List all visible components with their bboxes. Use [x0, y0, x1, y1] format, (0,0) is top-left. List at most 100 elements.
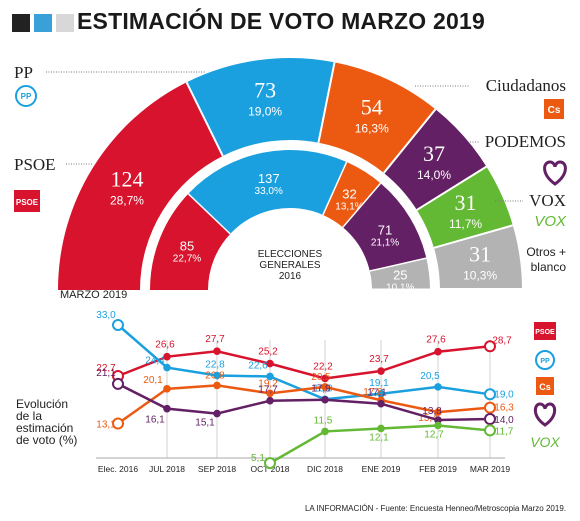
psoe-logo-text: PSOE: [16, 198, 39, 207]
series-line-psoe: [117, 345, 491, 380]
data-label-psoe-7: 28,7: [492, 335, 512, 346]
cs-logo-text: Cs: [548, 105, 561, 116]
point-vox-6: [434, 421, 442, 430]
data-label-ciudadanos-1: 20,1: [143, 375, 163, 386]
data-label-psoe-2: 27,7: [205, 334, 225, 345]
line-chart-title-1: de la: [16, 409, 42, 423]
data-label-podemos-0: 21,1: [96, 368, 116, 379]
line-chart-title-2: estimación: [16, 421, 73, 435]
legend-otros-2: blanco: [531, 260, 567, 274]
inner-segment-otros-blanco: [369, 258, 430, 290]
series-line-podemos: [117, 382, 491, 422]
data-label-podemos-4: 17,9: [311, 384, 331, 395]
point-ciudadanos-4: [321, 383, 329, 391]
point-ciudadanos-1: [163, 385, 171, 393]
outer-ring-label: MARZO 2019: [60, 289, 127, 301]
data-label-pp-0: 33,0: [96, 310, 116, 321]
point-podemos-0: [112, 377, 124, 390]
inner-segment-ciudadanos: [323, 162, 382, 228]
data-label-podemos-6: 13,8: [422, 406, 442, 417]
point-psoe-1: [163, 352, 171, 361]
line-chart-title-0: Evolución: [16, 397, 68, 411]
point-podemos-4: [321, 395, 329, 404]
point-pp-6: [434, 383, 442, 391]
inner-segment-psoe: [150, 193, 231, 290]
outer-ring: 124 28,7% 73 19,0% 54 16,3% 37 14,0% 31 11,7% 31 10…: [58, 58, 522, 301]
outer-pct-psoe: 28,7%: [110, 194, 144, 208]
legend-psoe: PSOE: [14, 155, 56, 174]
line-pp-logo-icon: [535, 350, 555, 370]
data-label-pp-6: 20,5: [420, 371, 440, 382]
line-chart: Elec. 2016 JUL 2018 SEP 2018 OCT 2018 DIC 20…: [16, 310, 560, 474]
data-label-podemos-5: 17,1: [367, 388, 387, 399]
point-ciudadanos-6: [434, 408, 442, 416]
outer-pct-ciudadanos: 16,3%: [355, 121, 389, 135]
header-square-grey: [56, 14, 74, 32]
point-podemos-1: [163, 404, 171, 413]
point-psoe-6: [434, 347, 442, 356]
inner-segment-podemos: [343, 183, 427, 272]
outer-seats-podemos: 37: [423, 141, 445, 166]
data-label-ciudadanos-7: 16,3: [494, 403, 514, 414]
point-podemos-2: [213, 409, 221, 418]
point-pp-2: [213, 371, 221, 380]
outer-pct-podemos: 14,0%: [417, 168, 451, 182]
data-label-psoe-5: 23,7: [369, 354, 389, 365]
point-podemos-3: [266, 396, 274, 405]
point-podemos-7: [484, 413, 496, 426]
line-pp-logo-text: PP: [540, 358, 550, 365]
legend-podemos: PODEMOS: [485, 132, 566, 151]
line-cs-logo-icon: [536, 377, 554, 395]
point-ciudadanos-2: [213, 381, 221, 390]
point-psoe-5: [377, 367, 385, 375]
x-tick-label-2: SEP 2018: [198, 464, 236, 474]
outer-segment-pp: [187, 58, 336, 156]
header-square-dark: [12, 14, 30, 32]
outer-segment-vox: [417, 167, 514, 249]
line-vox-logo-text: VOX: [530, 434, 560, 450]
outer-segment-podemos: [384, 109, 487, 211]
data-label-ciudadanos-0: 13,1: [96, 420, 116, 431]
point-pp-3: [266, 372, 274, 381]
data-label-pp-7: 19,0: [494, 389, 514, 400]
point-psoe-3: [266, 359, 274, 368]
data-label-psoe-4: 22,2: [313, 361, 333, 372]
inner-pct-pp: 33,0%: [255, 186, 283, 197]
legend-otros-1: Otros +: [526, 245, 566, 259]
outer-segment-psoe: [58, 81, 224, 290]
page-title: ESTIMACIÓN DE VOTO MARZO 2019: [77, 8, 485, 34]
cs-logo-icon: [544, 99, 564, 119]
inner-seats-pp: 137: [258, 171, 280, 186]
outer-pct-pp: 19,0%: [248, 105, 282, 119]
point-vox-5: [377, 424, 385, 433]
vox-logo-text: VOX: [534, 213, 567, 230]
legend-pp: PP: [14, 63, 33, 82]
data-label-vox-4: 11,5: [314, 415, 333, 426]
point-psoe-4: [321, 374, 329, 383]
inner-pct-ciudadanos: 13,1%: [335, 201, 363, 212]
line-psoe-logo-icon: [534, 322, 556, 340]
legend-ciudadanos: Ciudadanos: [486, 76, 566, 95]
data-label-psoe-0: 22,7: [96, 363, 116, 374]
data-label-psoe-6: 27,6: [426, 335, 446, 346]
x-tick-label-0: Elec. 2016: [98, 464, 138, 474]
point-psoe-2: [213, 347, 221, 356]
pp-logo-icon: [15, 85, 37, 107]
data-label-ciudadanos-2: 20,8: [205, 370, 225, 381]
x-tick-label-1: JUL 2018: [149, 464, 185, 474]
data-label-podemos-1: 16,1: [145, 415, 165, 426]
inner-center-label-2: 2016: [279, 271, 302, 282]
point-pp-5: [377, 390, 385, 398]
series-line-pp: [117, 324, 491, 401]
point-vox-7: [484, 424, 496, 437]
data-label-podemos-7: 14,0: [494, 415, 514, 426]
psoe-logo-icon: [14, 190, 40, 212]
data-label-ciudadanos-3: 19,2: [258, 378, 278, 389]
outer-seats-pp: 73: [254, 78, 276, 103]
inner-seats-ciudadanos: 32: [342, 186, 356, 201]
line-cs-logo-text: Cs: [539, 382, 551, 392]
point-ciudadanos-7: [484, 401, 496, 414]
source-footer: LA INFORMACIÓN - Fuente: Encuesta Henneo…: [304, 504, 566, 513]
